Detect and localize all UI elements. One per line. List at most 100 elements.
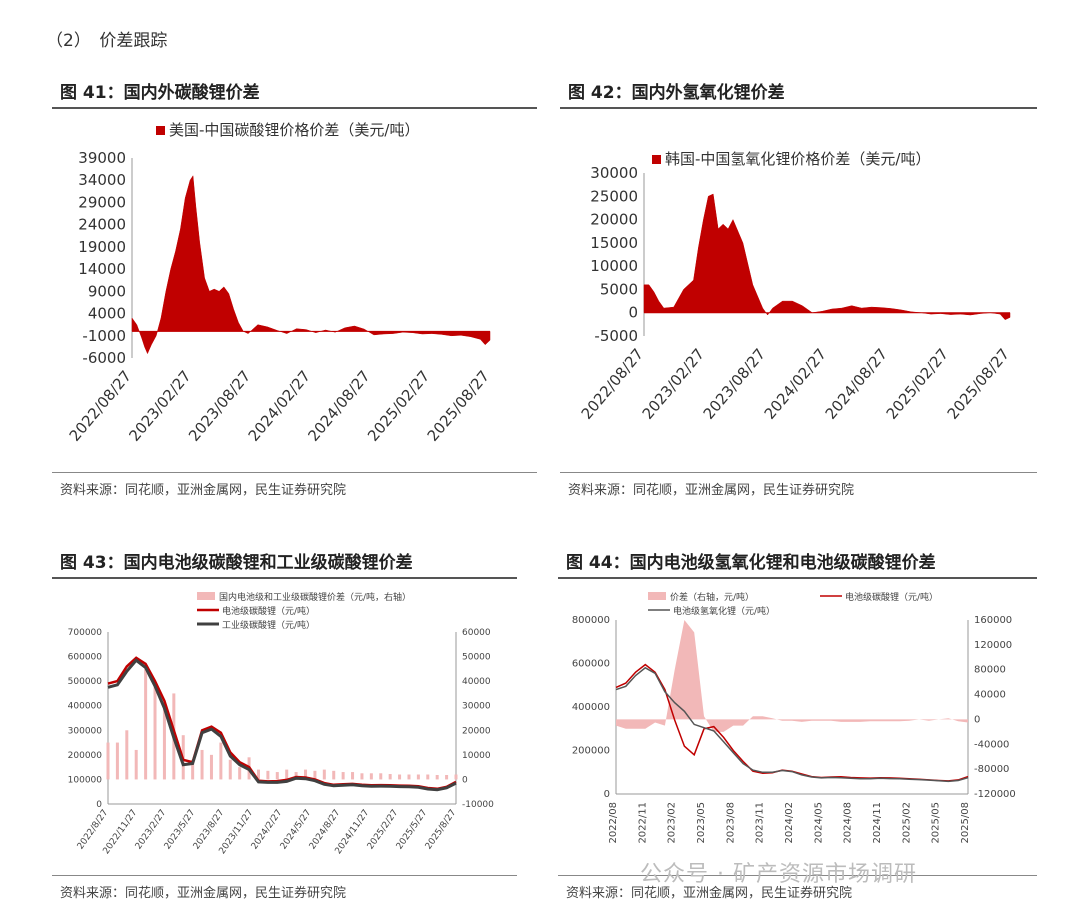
x-tick-label: 2024/08/27	[822, 345, 891, 423]
y-tick-label: 4000	[88, 305, 126, 323]
x-tick-label: 2023/02/27	[639, 345, 708, 423]
y-right-tick-label: 80000	[974, 665, 1006, 676]
spread-bar	[398, 774, 402, 780]
legend-label: 国内电池级和工业级碳酸锂价差（元/吨，右轴）	[219, 591, 411, 603]
spread-bar	[304, 769, 308, 780]
y-right-tick-label: 160000	[974, 615, 1012, 626]
y-right-tick-label: 30000	[462, 702, 491, 712]
y-right-tick-label: -10000	[462, 800, 494, 810]
chart-41: 美国-中国碳酸锂价格价差（美元/吨） 39000 34000 29000 24000 19…	[66, 121, 493, 445]
x-tick-label: 2023/08	[725, 802, 736, 844]
spread-bar	[416, 774, 420, 780]
spread-bar	[426, 774, 430, 780]
spread-bar	[445, 775, 449, 780]
y-left-tick-label: 0	[96, 800, 102, 810]
x-tick-label: 2024/02	[784, 802, 795, 844]
legend-label: 电池级氢氧化锂（元/吨）	[673, 605, 775, 617]
x-tick-label: 2025/08	[960, 802, 971, 844]
hydroxide-line	[615, 666, 969, 783]
x-tick-label: 2024/02/27	[761, 345, 830, 423]
legend-label: 电池级碳酸锂（元/吨）	[845, 591, 938, 603]
spread-bar	[294, 772, 298, 780]
y-left-tick-label: 100000	[68, 775, 103, 785]
x-tick-label: 2025/08/27	[944, 345, 1013, 423]
battery-line	[615, 663, 969, 782]
industrial-line	[107, 658, 457, 792]
legend-swatch	[197, 592, 215, 600]
y-tick-label: 15000	[590, 234, 638, 252]
y-right-tick-label: 50000	[462, 653, 491, 663]
y-tick-label: 30000	[590, 164, 638, 182]
spread-bar	[388, 774, 392, 780]
spread-bar	[341, 772, 345, 780]
spread-bar	[209, 754, 213, 780]
figure-title: 图 43：国内电池级碳酸锂和工业级碳酸锂价差	[52, 548, 517, 579]
spread-bar	[228, 759, 232, 780]
legend-swatch	[648, 592, 666, 600]
y-left-tick-label: 600000	[68, 653, 103, 663]
spread-bar	[162, 705, 166, 780]
y-right-tick-label: -120000	[974, 789, 1016, 800]
y-tick-label: 19000	[78, 238, 126, 256]
figure-source: 资料来源：同花顺，亚洲金属网，民生证券研究院	[558, 875, 1037, 901]
spread-area	[616, 620, 968, 732]
legend-label: 韩国-中国氢氧化锂价格价差（美元/吨）	[665, 150, 930, 168]
x-tick-label: 2025/05	[931, 802, 942, 844]
figure-44: 图 44：国内电池级氢氧化锂和电池级碳酸锂价差 价差（右轴，元/吨） 电池级碳酸锂…	[558, 548, 1037, 908]
x-tick-label: 2025/02	[901, 802, 912, 844]
y-tick-label: 39000	[78, 149, 126, 167]
spread-bar	[275, 772, 279, 780]
spread-bar	[153, 686, 157, 780]
x-tick-label: 2024/11	[872, 802, 883, 844]
y-tick-label: 34000	[78, 171, 126, 189]
x-tick-label: 2022/08/27	[578, 345, 647, 423]
area-series	[131, 175, 491, 355]
y-tick-label: 29000	[78, 193, 126, 211]
y-right-tick-label: 0	[974, 714, 980, 725]
y-right-tick-label: 10000	[462, 751, 491, 761]
y-tick-label: 5000	[600, 280, 638, 298]
x-tick-label: 2024/05	[813, 802, 824, 844]
x-tick-label: 2023/05	[696, 802, 707, 844]
spread-bar	[454, 774, 458, 780]
x-tick-label: 2024/08	[843, 802, 854, 844]
spread-bar	[125, 730, 129, 780]
y-right-tick-label: -80000	[974, 764, 1009, 775]
figure-title: 图 42：国内外氢氧化锂价差	[560, 78, 1037, 109]
x-tick-label: 2023/08/27	[700, 345, 769, 423]
y-tick-label: 20000	[590, 211, 638, 229]
figure-title: 图 44：国内电池级氢氧化锂和电池级碳酸锂价差	[558, 548, 1037, 579]
y-tick-label: -5000	[594, 327, 638, 345]
spread-bar	[144, 668, 148, 780]
y-tick-label: 0	[628, 304, 638, 322]
y-left-tick-label: 200000	[68, 751, 103, 761]
y-tick-label: -1000	[82, 327, 126, 345]
legend-label: 电池级碳酸锂（元/吨）	[222, 605, 315, 617]
spread-bar	[369, 773, 373, 780]
y-right-tick-label: 60000	[462, 628, 491, 638]
chart-44: 价差（右轴，元/吨） 电池级碳酸锂（元/吨）电池级氢氧化锂（元/吨）8000006…	[572, 591, 1016, 844]
y-left-tick-label: 500000	[68, 677, 103, 687]
x-tick-label: 2025/8/27	[424, 808, 459, 852]
y-left-tick-label: 700000	[68, 628, 103, 638]
figure-title: 图 41：国内外碳酸锂价差	[52, 78, 537, 109]
figure-43: 图 43：国内电池级碳酸锂和工业级碳酸锂价差 国内电池级和工业级碳酸锂价差（元/…	[52, 548, 517, 908]
y-right-tick-label: 40000	[974, 690, 1006, 701]
figure-source: 资料来源：同花顺，亚洲金属网，民生证券研究院	[52, 875, 517, 901]
y-right-tick-label: 120000	[974, 640, 1012, 651]
y-right-tick-label: 0	[462, 775, 468, 785]
y-left-tick-label: 600000	[572, 659, 610, 670]
y-right-tick-label: 20000	[462, 726, 491, 736]
figure-source: 资料来源：同花顺，亚洲金属网，民生证券研究院	[560, 472, 1037, 498]
spread-bar	[407, 774, 411, 780]
spread-bar	[351, 772, 355, 780]
spread-bar	[266, 770, 270, 780]
y-tick-label: -6000	[82, 349, 126, 367]
spread-bar	[322, 769, 326, 780]
area-series	[643, 193, 1011, 321]
y-tick-label: 9000	[88, 282, 126, 300]
spread-bar	[115, 742, 119, 780]
spread-bar	[435, 775, 439, 780]
spread-bar	[360, 773, 364, 780]
y-tick-label: 25000	[590, 187, 638, 205]
